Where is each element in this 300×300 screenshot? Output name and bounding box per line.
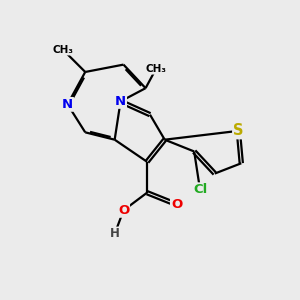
Text: H: H [110,227,120,240]
Text: O: O [118,204,129,217]
Text: N: N [115,95,126,108]
Text: S: S [233,123,244,138]
Text: N: N [62,98,73,111]
Text: O: O [171,198,182,211]
Text: CH₃: CH₃ [52,45,74,55]
Text: Cl: Cl [193,183,207,196]
Text: CH₃: CH₃ [146,64,167,74]
